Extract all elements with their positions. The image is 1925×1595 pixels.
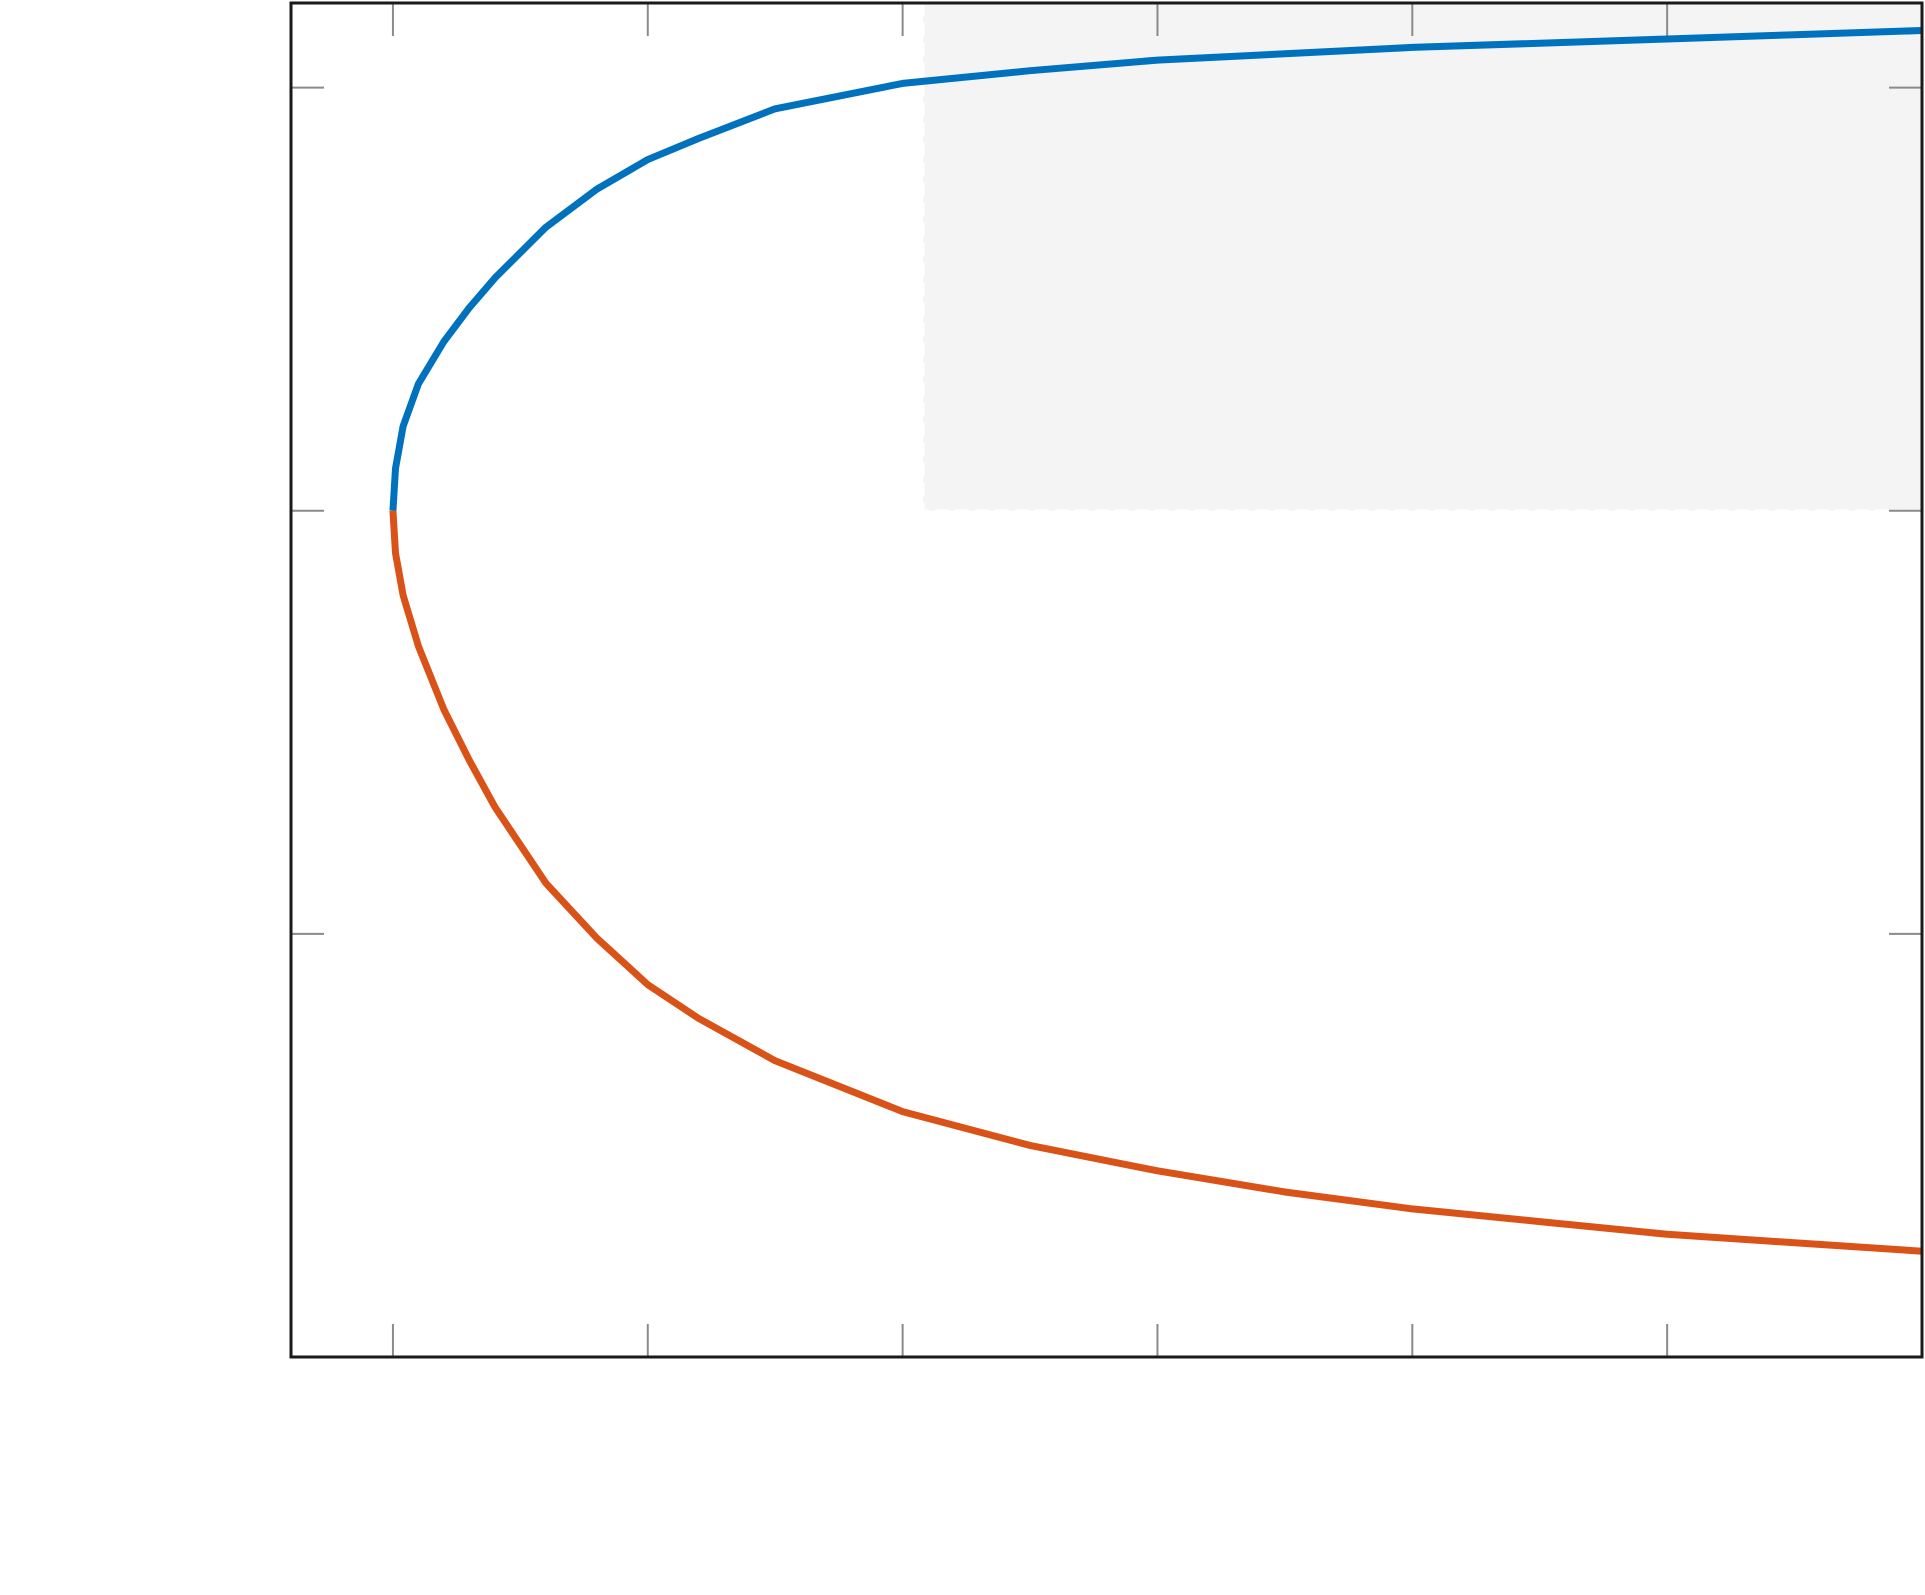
axes-frame — [289, 1, 1924, 1359]
series-line-1 — [389, 510, 1923, 1255]
shaded-region — [921, 1, 1924, 513]
shaded-region-layer — [921, 1, 1924, 513]
series-layer — [389, 27, 1923, 1255]
axes-frame-layer — [289, 1, 1924, 1359]
tick-marks-layer — [291, 3, 1922, 1357]
series-line-0 — [389, 27, 1923, 511]
